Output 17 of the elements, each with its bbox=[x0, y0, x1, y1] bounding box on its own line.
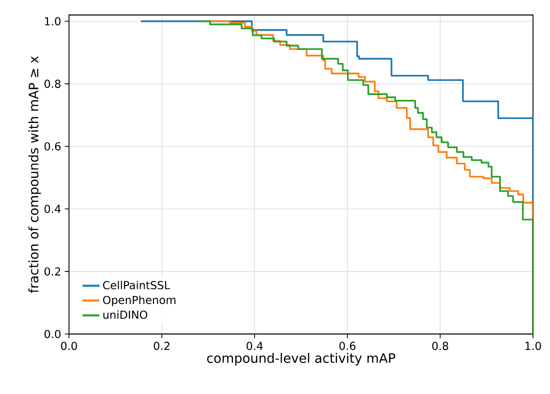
y-tick-label: 1.0 bbox=[45, 17, 60, 26]
y-tick-label: 0.6 bbox=[44, 142, 61, 150]
x-tick-label: 0.8 bbox=[432, 342, 448, 350]
x-tick-label: 0.2 bbox=[154, 342, 170, 350]
x-tick-label: 1.0 bbox=[525, 342, 541, 350]
x-axis-title: compound-level activity mAP bbox=[207, 352, 396, 366]
legend-label: uniDINO bbox=[103, 310, 148, 319]
x-tick-label: 0.4 bbox=[246, 342, 263, 350]
legend-label: OpenPhenom bbox=[103, 296, 176, 306]
x-tick-label: 0.0 bbox=[61, 342, 77, 350]
y-tick-label: 0.0 bbox=[44, 330, 60, 338]
y-axis-title: fraction of compounds with mAP ≥ x bbox=[28, 56, 41, 293]
x-tick-label: 0.6 bbox=[339, 342, 356, 350]
y-tick-label: 0.4 bbox=[44, 204, 61, 214]
y-tick-label: 0.2 bbox=[44, 267, 60, 276]
legend-label: CellPaintSSL bbox=[103, 280, 170, 290]
y-tick-label: 0.8 bbox=[44, 80, 60, 88]
